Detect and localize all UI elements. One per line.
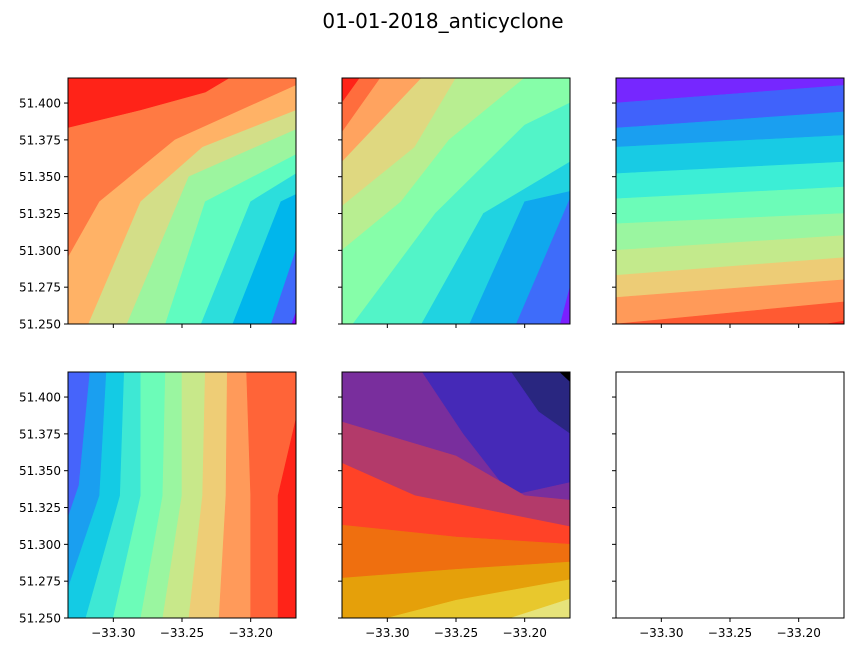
- x-tick-label: −33.20: [502, 626, 546, 640]
- plot-area: [616, 372, 844, 618]
- y-tick-label: 51.250: [19, 318, 61, 332]
- figure-title: 01-01-2018_anticyclone: [322, 9, 563, 33]
- contour-bands: [342, 372, 570, 618]
- contour-band: [616, 213, 844, 251]
- y-tick-label: 51.275: [19, 281, 61, 295]
- contour-band: [616, 161, 844, 200]
- contour-band: [516, 198, 570, 324]
- x-tick-label: −33.25: [708, 626, 752, 640]
- y-tick-label: 51.325: [19, 501, 61, 515]
- y-tick-label: 51.275: [19, 575, 61, 589]
- x-tick-label: −33.25: [434, 626, 478, 640]
- contour-band: [188, 372, 228, 618]
- y-tick-label: 51.300: [19, 244, 61, 258]
- subplot-top-left: 51.250 51.275 51.300 51.325 51.350 51.375 51.4…: [19, 77, 297, 332]
- contour-bands: [616, 78, 844, 324]
- contour-band: [218, 372, 251, 618]
- contour-band: [342, 524, 570, 579]
- subplot-top-right: [612, 77, 845, 328]
- x-tick-label: −33.25: [160, 626, 204, 640]
- contour-bands: [342, 78, 570, 324]
- y-tick-label: 51.400: [19, 391, 61, 405]
- contour-band: [616, 257, 844, 298]
- contour-band: [616, 135, 844, 175]
- y-tick-label: 51.400: [19, 97, 61, 111]
- contour-band: [162, 372, 206, 618]
- contour-band: [469, 191, 570, 324]
- contour-band: [616, 235, 844, 276]
- contour-band: [165, 154, 296, 324]
- contour-band: [270, 250, 296, 324]
- subplot-top-center: [338, 77, 571, 328]
- x-tick-label: −33.20: [228, 626, 272, 640]
- y-tick-label: 51.300: [19, 538, 61, 552]
- y-tick-label: 51.250: [19, 612, 61, 626]
- contour-band: [140, 372, 183, 618]
- contour-band: [421, 161, 570, 324]
- contour-band: [342, 462, 570, 545]
- contour-band: [616, 78, 844, 104]
- contour-band: [616, 186, 844, 225]
- contour-band: [200, 173, 296, 324]
- y-tick-label: 51.350: [19, 464, 61, 478]
- subplot-bottom-left: −33.30 −33.25 −33.20 51.250 51.275 51.300 51.3…: [19, 371, 297, 640]
- y-tick-label: 51.375: [19, 427, 61, 441]
- contour-band: [291, 312, 296, 324]
- contour-band: [616, 301, 844, 324]
- contour-band: [560, 287, 570, 324]
- x-tick-label: −33.30: [365, 626, 409, 640]
- y-tick-label: 51.350: [19, 170, 61, 184]
- contour-band: [616, 279, 844, 324]
- contour-band: [616, 85, 844, 129]
- contour-band: [232, 194, 296, 324]
- contour-band: [68, 372, 107, 589]
- subplot-grid: 51.250 51.275 51.300 51.325 51.350 51.375 51.4…: [19, 77, 845, 640]
- x-tick-label: −33.30: [639, 626, 683, 640]
- contour-band: [342, 78, 570, 324]
- y-tick-label: 51.325: [19, 207, 61, 221]
- subplot-bottom-right: −33.30 −33.25 −33.20: [612, 371, 845, 640]
- contour-band: [112, 372, 166, 618]
- y-tick-label: 51.375: [19, 133, 61, 147]
- contour-band: [826, 320, 844, 324]
- contour-band: [616, 111, 844, 148]
- contour-bands: [68, 372, 296, 618]
- contour-band: [387, 579, 570, 618]
- contour-band: [277, 419, 296, 618]
- contour-bands: [68, 78, 296, 324]
- x-tick-label: −33.20: [776, 626, 820, 640]
- contour-band: [510, 598, 570, 618]
- contour-band: [126, 129, 296, 324]
- subplot-bottom-center: −33.30 −33.25 −33.20: [338, 371, 571, 640]
- x-tick-label: −33.30: [91, 626, 135, 640]
